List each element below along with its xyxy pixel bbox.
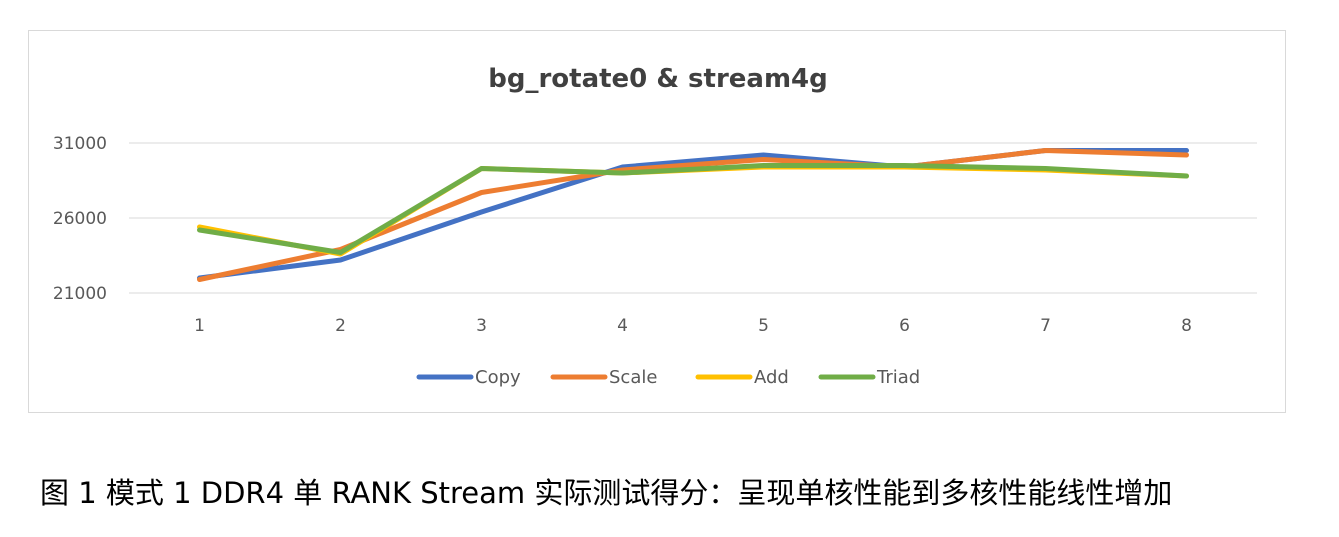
y-axis-ticks: 31000 26000 21000 <box>53 134 107 304</box>
series-line-add <box>197 164 1189 257</box>
series-line-triad <box>197 163 1189 255</box>
x-tick-label: 8 <box>1181 316 1192 336</box>
x-tick-label: 4 <box>617 316 628 336</box>
legend-label: Add <box>754 367 789 388</box>
chart-frame: bg_rotate0 & stream4g 31000 26000 21000 1 2… <box>28 30 1286 413</box>
x-axis-ticks: 1 2 3 4 5 6 7 8 <box>194 316 1192 336</box>
figure-caption: 图 1 模式 1 DDR4 单 RANK Stream 实际测试得分：呈现单核性… <box>40 476 1173 510</box>
x-tick-label: 1 <box>194 316 205 336</box>
legend-label: Scale <box>609 367 657 388</box>
x-tick-label: 2 <box>335 316 346 336</box>
x-tick-label: 3 <box>476 316 487 336</box>
x-tick-label: 7 <box>1040 316 1051 336</box>
line-chart: bg_rotate0 & stream4g 31000 26000 21000 1 2… <box>53 64 1257 388</box>
y-tick-label: 21000 <box>53 284 107 304</box>
y-tick-label: 26000 <box>53 209 107 229</box>
chart-title: bg_rotate0 & stream4g <box>488 64 828 94</box>
legend-item-scale: Scale <box>550 367 657 388</box>
series-lines <box>197 148 1189 282</box>
gridlines <box>129 142 1257 294</box>
legend-label: Triad <box>876 367 920 388</box>
y-tick-label: 31000 <box>53 134 107 154</box>
legend: Copy Scale Add Triad <box>416 367 920 388</box>
x-tick-label: 6 <box>899 316 910 336</box>
legend-item-triad: Triad <box>818 367 920 388</box>
legend-label: Copy <box>475 367 521 388</box>
x-tick-label: 5 <box>758 316 769 336</box>
legend-item-copy: Copy <box>416 367 521 388</box>
legend-item-add: Add <box>695 367 789 388</box>
